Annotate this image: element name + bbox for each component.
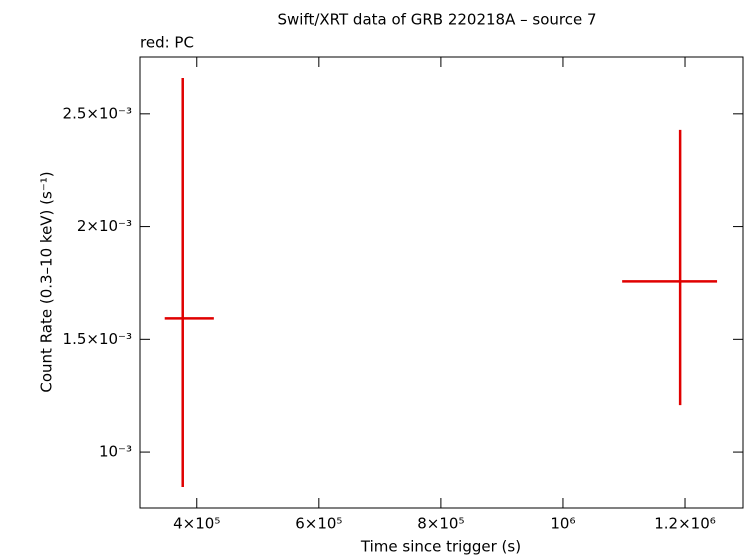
x-tick-label: 1.2×10⁶ <box>654 515 716 533</box>
y-tick-label: 1.5×10⁻³ <box>63 330 132 348</box>
y-axis-label: Count Rate (0.3–10 keV) (s⁻¹) <box>38 171 56 392</box>
x-tick-label: 10⁶ <box>550 515 575 533</box>
x-tick-label: 4×10⁵ <box>173 515 220 533</box>
y-tick-label: 10⁻³ <box>99 443 132 461</box>
y-tick-label: 2.5×10⁻³ <box>63 104 132 122</box>
chart-title: Swift/XRT data of GRB 220218A – source 7 <box>277 11 596 29</box>
plot-frame <box>139 56 744 509</box>
y-tick-label: 2×10⁻³ <box>77 217 132 235</box>
subtitle: red: PC <box>140 34 194 52</box>
x-tick-label: 6×10⁵ <box>295 515 342 533</box>
x-axis-label: Time since trigger (s) <box>360 538 521 556</box>
x-tick-label: 8×10⁵ <box>417 515 464 533</box>
